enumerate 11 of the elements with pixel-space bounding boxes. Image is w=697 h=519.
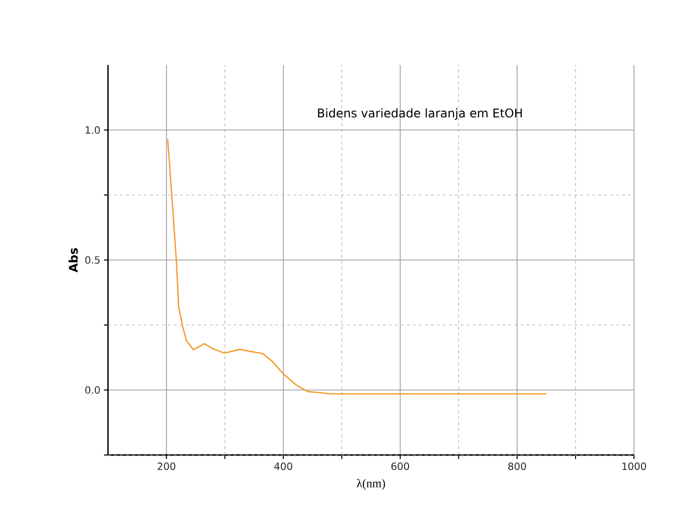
x-tick-label: 200	[158, 462, 176, 470]
x-axis-title: λ(nm)	[356, 478, 385, 490]
x-tick-label: 800	[508, 462, 526, 470]
x-tick-label: 400	[274, 462, 292, 470]
y-tick-label: 1.0	[86, 126, 100, 134]
x-tick-label: 600	[391, 462, 410, 470]
x-tick-label: 1000	[622, 462, 646, 470]
y-tick-label: 0.5	[85, 256, 100, 264]
y-axis-title: Abs	[68, 248, 78, 272]
y-tick-label: 0.0	[85, 386, 100, 394]
text: Bidens variedade laranja em EtOH	[318, 108, 522, 120]
